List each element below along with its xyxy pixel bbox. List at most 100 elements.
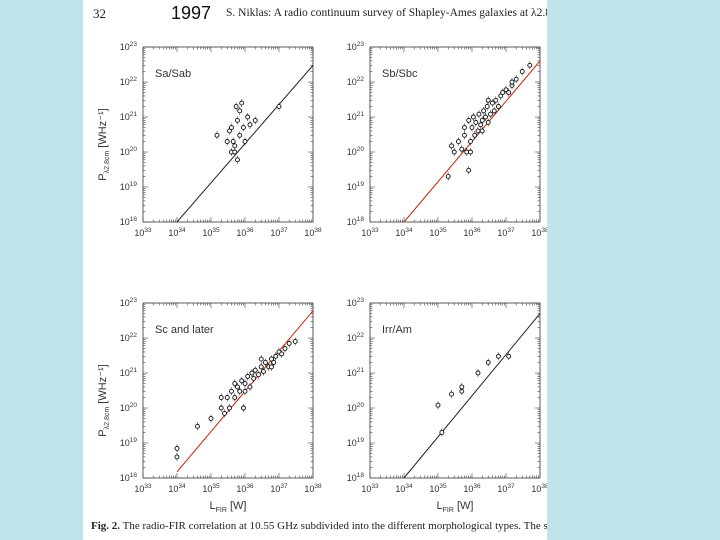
data-point <box>451 149 457 155</box>
y-tick-label: 1020 <box>347 402 365 413</box>
data-point <box>239 378 245 384</box>
y-tick-label: 1021 <box>347 111 365 122</box>
x-tick-label: 1033 <box>134 483 152 494</box>
data-point <box>232 143 238 149</box>
data-point <box>242 139 248 144</box>
page-number: 32 <box>93 6 106 21</box>
data-point <box>473 119 479 125</box>
data-point <box>527 62 533 68</box>
caption-label: Fig. 2. <box>91 520 121 532</box>
data-point <box>237 388 243 394</box>
data-point <box>263 360 268 365</box>
data-point <box>519 69 525 74</box>
x-tick-label: 1035 <box>202 227 220 238</box>
axis-ticks <box>142 46 314 223</box>
data-point <box>242 388 248 394</box>
data-point <box>218 395 224 400</box>
panel-bottom-left: 1033 1034 1035 1036 1037 1038 1018 1019 1020 1021… <box>97 297 322 514</box>
axis-ticks <box>369 302 541 479</box>
x-tick-label: 1038 <box>304 483 322 494</box>
axis-ticks <box>369 46 541 223</box>
data-point <box>229 388 234 394</box>
y-tick-label: 1020 <box>120 402 138 413</box>
y-axis-label: Pλ2.8cm [WHz⁻¹] <box>97 108 111 180</box>
data-point <box>459 384 465 390</box>
data-point <box>237 108 243 114</box>
data-point <box>208 416 214 421</box>
x-axis-label: LFIR [W] <box>437 500 474 514</box>
data-point <box>488 111 493 117</box>
data-point <box>242 381 248 386</box>
data-point <box>459 146 465 152</box>
data-point <box>256 372 261 378</box>
data-point <box>491 108 497 114</box>
data-point <box>232 395 238 400</box>
data-point <box>271 360 277 365</box>
plot-frame <box>369 302 541 479</box>
data-point <box>251 375 257 381</box>
panel-top-left: 1033 1034 1035 1036 1037 1038 1018 1019 1020 1021… <box>97 41 322 238</box>
x-tick-label: 1035 <box>429 483 447 494</box>
panel-title: Irr/Am <box>382 324 412 336</box>
data-point <box>479 128 485 134</box>
y-tick-label: 1018 <box>347 216 365 227</box>
figure-2: 1033 1034 1035 1036 1037 1038 1018 1019 1020 1021… <box>97 41 547 514</box>
data-point <box>435 402 441 408</box>
data-point <box>475 370 481 376</box>
data-point <box>456 139 461 144</box>
x-tick-label: 1034 <box>395 227 413 238</box>
data-point <box>462 125 467 130</box>
y-tick-label: 1019 <box>347 437 365 448</box>
data-point <box>485 97 491 103</box>
data-point <box>483 114 488 120</box>
data-point <box>286 340 292 346</box>
data-points <box>435 352 512 437</box>
x-tick-label: 1037 <box>497 483 515 494</box>
x-tick-label: 1038 <box>531 483 547 494</box>
data-point <box>245 373 251 379</box>
data-point <box>229 125 234 130</box>
data-point <box>214 132 220 138</box>
x-tick-label: 1037 <box>497 227 515 238</box>
y-tick-label: 1022 <box>120 332 138 343</box>
x-tick-label: 1036 <box>236 227 254 238</box>
x-tick-label: 1034 <box>168 483 186 494</box>
data-point <box>218 405 224 411</box>
x-axis-label: LFIR [W] <box>210 500 247 514</box>
data-point <box>279 351 285 357</box>
x-tick-label: 1033 <box>361 227 379 238</box>
data-point <box>245 114 251 120</box>
y-tick-label: 1022 <box>347 332 365 343</box>
y-tick-label: 1018 <box>120 216 138 227</box>
data-point <box>235 384 240 390</box>
data-point <box>269 364 274 370</box>
data-point <box>282 346 288 351</box>
y-tick-label: 1019 <box>120 181 138 192</box>
y-tick-label: 1023 <box>120 297 138 308</box>
data-point <box>470 114 476 120</box>
x-tick-label: 1036 <box>463 483 481 494</box>
data-point <box>252 367 258 373</box>
data-point <box>472 132 478 138</box>
data-point <box>509 79 515 85</box>
axis-ticks <box>142 302 314 479</box>
y-tick-label: 1020 <box>347 146 365 157</box>
x-tick-label: 1038 <box>531 227 547 238</box>
data-point <box>249 370 255 376</box>
panel-bottom-right: 1033 1034 1035 1036 1037 1038 1018 1019 1020 1021… <box>347 297 547 514</box>
x-tick-label: 1034 <box>395 483 413 494</box>
panel-top-right: 1033 1034 1035 1036 1037 1038 1018 1019 1020 1021… <box>347 41 547 238</box>
panel-title: Sb/Sbc <box>382 68 418 80</box>
data-point <box>233 104 239 109</box>
data-point <box>493 97 499 103</box>
year-label: 1997 <box>171 3 212 23</box>
plot-frame <box>369 46 541 223</box>
y-tick-label: 1023 <box>347 41 365 52</box>
x-tick-label: 1033 <box>361 483 379 494</box>
data-point <box>449 391 454 397</box>
y-tick-label: 1019 <box>347 181 365 192</box>
data-point <box>500 90 506 95</box>
data-point <box>484 104 490 109</box>
data-point <box>237 132 243 138</box>
y-tick-label: 1022 <box>347 76 365 87</box>
